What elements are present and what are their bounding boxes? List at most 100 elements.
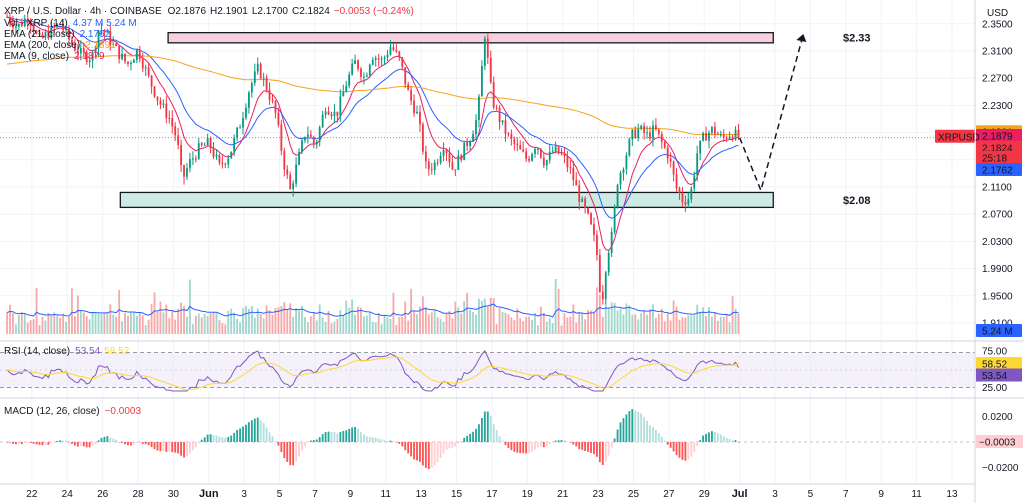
candle-body bbox=[324, 111, 327, 115]
volume-bar bbox=[259, 314, 262, 334]
volume-bar bbox=[575, 322, 578, 334]
volume-bar bbox=[194, 315, 197, 334]
candle-body bbox=[138, 49, 141, 60]
candle-body bbox=[259, 63, 262, 79]
time-tick-label: 13 bbox=[946, 489, 958, 500]
macd-tick-upper: 0.0200 bbox=[982, 412, 1013, 423]
macd-hist-bar bbox=[274, 441, 277, 442]
volume-bar bbox=[380, 324, 383, 334]
volume-bar bbox=[183, 306, 185, 334]
time-tick-label: 11 bbox=[381, 489, 392, 500]
volume-bar bbox=[619, 308, 622, 334]
macd-hist-bar bbox=[696, 442, 699, 447]
macd-hist-bar bbox=[439, 442, 442, 458]
candle-body bbox=[351, 63, 354, 75]
macd-hist-bar bbox=[392, 441, 395, 442]
candle-body bbox=[100, 30, 103, 32]
candles bbox=[6, 11, 740, 305]
time-axis[interactable]: 22 24 26 28 30 Jun 3 5 7 9 11 13 15 17 19 21 23 25 27 29 Jul… bbox=[26, 488, 958, 500]
macd-hist-bar bbox=[457, 442, 460, 444]
price-tick-label: 2.1100 bbox=[982, 183, 1012, 194]
volume-bar bbox=[298, 310, 300, 334]
symbol-title[interactable]: XRP / U.S. Dollar · 4h · COINBASE O2.1876… bbox=[4, 6, 414, 17]
candle-body bbox=[124, 53, 126, 62]
macd-hist-bar bbox=[383, 440, 386, 442]
macd-hist-bar bbox=[9, 442, 11, 443]
candle-body bbox=[454, 169, 457, 171]
volume-bar bbox=[519, 318, 522, 334]
candle-body bbox=[94, 48, 97, 53]
candle-body bbox=[501, 120, 504, 123]
volume-bar bbox=[159, 301, 162, 334]
volume-bar bbox=[56, 315, 59, 334]
volume-bar bbox=[389, 318, 392, 334]
candle-body bbox=[705, 133, 707, 141]
macd-hist-bar bbox=[360, 431, 362, 442]
volume-bar bbox=[236, 318, 239, 334]
macd-hist-bar bbox=[256, 417, 259, 442]
ema-9-line bbox=[6, 16, 739, 251]
volume-bar bbox=[289, 303, 292, 334]
volume-bar bbox=[304, 317, 306, 334]
macd-hist-bar bbox=[91, 442, 94, 446]
volume-bars bbox=[6, 279, 740, 334]
macd-hist-bar bbox=[486, 411, 489, 442]
volume-bar bbox=[239, 322, 241, 334]
volume-bar bbox=[206, 316, 209, 334]
time-tick-label: 5 bbox=[808, 489, 814, 500]
volume-bar bbox=[640, 313, 643, 334]
volume-bar bbox=[35, 287, 38, 334]
price-tick-label: 1.9900 bbox=[982, 264, 1013, 275]
macd-hist-bar bbox=[32, 442, 35, 444]
macd-hist-bar bbox=[221, 437, 224, 442]
volume-bar bbox=[537, 325, 539, 334]
macd-hist-bar bbox=[563, 440, 566, 442]
volume-bar bbox=[587, 310, 589, 334]
volume-bar bbox=[73, 316, 76, 334]
volume-bar bbox=[348, 307, 351, 334]
candle-body bbox=[32, 25, 35, 33]
volume-bar bbox=[147, 319, 150, 334]
candle-body bbox=[342, 92, 345, 97]
candle-body bbox=[153, 86, 156, 97]
indicator-label: EMA (21, close) 2.1762 bbox=[4, 29, 111, 40]
volume-bar bbox=[713, 312, 716, 334]
candle-body bbox=[318, 127, 321, 142]
macd-hist-bar bbox=[678, 442, 681, 458]
macd-hist-bar bbox=[460, 441, 463, 443]
macd-hist-bar bbox=[253, 418, 256, 442]
candle-body bbox=[483, 38, 486, 66]
candle-body bbox=[65, 28, 67, 31]
candle-body bbox=[150, 75, 153, 87]
volume-bar bbox=[354, 314, 356, 334]
volume-bar bbox=[221, 323, 224, 334]
volume-bar bbox=[29, 320, 32, 334]
candle-body bbox=[73, 44, 76, 51]
macd-hist-bar bbox=[156, 442, 159, 451]
volume-bar bbox=[672, 300, 675, 334]
candle-body bbox=[295, 164, 298, 184]
candle-body bbox=[345, 85, 348, 93]
volume-bar bbox=[478, 298, 480, 334]
candle-body bbox=[301, 140, 303, 152]
volume-bar bbox=[590, 310, 592, 334]
candle-body bbox=[289, 174, 292, 190]
candle-body bbox=[737, 129, 740, 138]
candle-body bbox=[118, 46, 121, 60]
volume-bar bbox=[106, 312, 109, 334]
macd-hist-bar bbox=[722, 436, 725, 442]
volume-bar bbox=[71, 288, 73, 334]
price-tick-label: 2.2300 bbox=[982, 101, 1013, 112]
candle-body bbox=[708, 132, 710, 141]
volume-bar bbox=[649, 308, 651, 334]
macd-hist-bar bbox=[475, 428, 477, 442]
volume-bar bbox=[501, 312, 504, 334]
macd-hist-bar bbox=[672, 442, 675, 452]
volume-bar bbox=[191, 324, 194, 334]
candle-body bbox=[256, 63, 259, 72]
time-tick-label: Jul bbox=[732, 488, 748, 500]
macd-hist-bar bbox=[731, 440, 734, 442]
candle-body bbox=[675, 174, 678, 189]
